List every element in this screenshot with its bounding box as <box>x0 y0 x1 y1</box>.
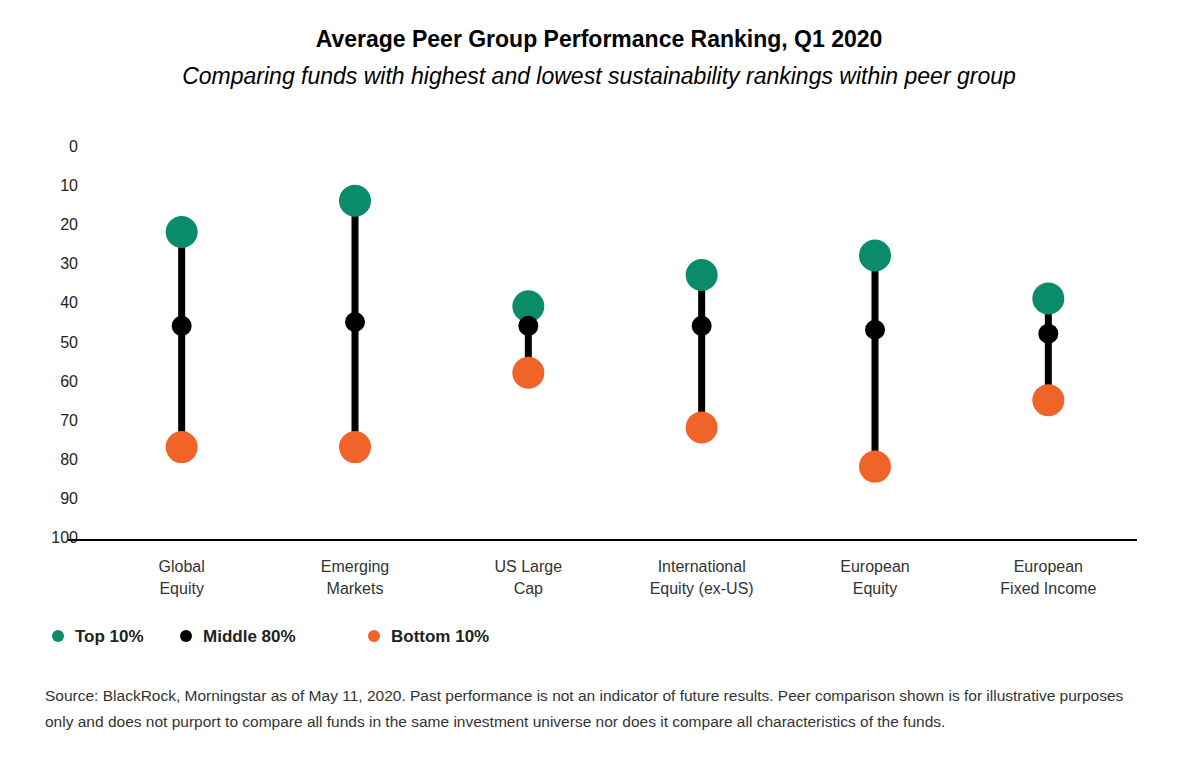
dot <box>859 239 891 271</box>
dot <box>686 412 718 444</box>
source-note: Source: BlackRock, Morningstar as of May… <box>45 683 1155 734</box>
dot <box>859 451 891 483</box>
y-tick-label: 40 <box>60 294 78 311</box>
marks <box>166 185 1065 483</box>
x-tick-label-line: Cap <box>514 580 543 597</box>
x-tick-label: International Equity (ex-US) <box>650 558 754 597</box>
dot <box>518 316 538 336</box>
dot <box>865 320 885 340</box>
dot <box>345 312 365 332</box>
x-tick-label-line: Equity <box>853 580 897 597</box>
legend-label: Bottom 10% <box>391 627 489 646</box>
y-tick-label: 70 <box>60 412 78 429</box>
dot <box>512 357 544 389</box>
dot <box>339 431 371 463</box>
x-tick-label: European Fixed Income <box>1000 558 1096 597</box>
y-tick-label: 80 <box>60 451 78 468</box>
legend-label: Middle 80% <box>203 627 296 646</box>
dot <box>166 431 198 463</box>
dot <box>1032 282 1064 314</box>
x-tick-label-line: Equity <box>159 580 203 597</box>
y-tick-label: 90 <box>60 490 78 507</box>
legend-marker <box>180 630 192 642</box>
x-tick-label-line: Fixed Income <box>1000 580 1096 597</box>
dot <box>166 216 198 248</box>
y-tick-label: 50 <box>60 334 78 351</box>
y-tick-label: 20 <box>60 216 78 233</box>
y-tick-label: 100 <box>51 529 78 546</box>
range-connector <box>872 255 879 466</box>
x-tick-label-line: European <box>840 558 909 575</box>
y-tick-label: 30 <box>60 255 78 272</box>
x-tick-label-line: Global <box>159 558 205 575</box>
y-tick-label: 10 <box>60 177 78 194</box>
y-tick-label: 60 <box>60 373 78 390</box>
dot <box>686 259 718 291</box>
x-tick-label-line: US Large <box>495 558 563 575</box>
dot <box>1038 324 1058 344</box>
dot <box>692 316 712 336</box>
range-connector <box>698 275 705 427</box>
x-tick-label-line: Emerging <box>321 558 389 575</box>
x-tick-label-line: European <box>1014 558 1083 575</box>
y-tick-label: 0 <box>69 138 78 155</box>
dot <box>172 316 192 336</box>
dot <box>339 185 371 217</box>
chart: Average Peer Group Performance Ranking, … <box>0 0 1198 774</box>
x-tick-label: US Large Cap <box>495 558 563 597</box>
x-tick-label: European Equity <box>840 558 909 597</box>
range-connector <box>178 232 185 447</box>
x-tick-label-line: International <box>658 558 746 575</box>
x-tick-label: Emerging Markets <box>321 558 389 597</box>
legend-marker <box>52 630 64 642</box>
legend-marker <box>368 630 380 642</box>
x-axis-line <box>68 539 1137 541</box>
x-tick-label-line: Markets <box>327 580 384 597</box>
legend-label: Top 10% <box>75 627 144 646</box>
dot <box>1032 384 1064 416</box>
x-tick-label-line: Equity (ex-US) <box>650 580 754 597</box>
title: Average Peer Group Performance Ranking, … <box>316 26 883 52</box>
x-tick-label: Global Equity <box>159 558 205 597</box>
subtitle: Comparing funds with highest and lowest … <box>182 63 1016 89</box>
